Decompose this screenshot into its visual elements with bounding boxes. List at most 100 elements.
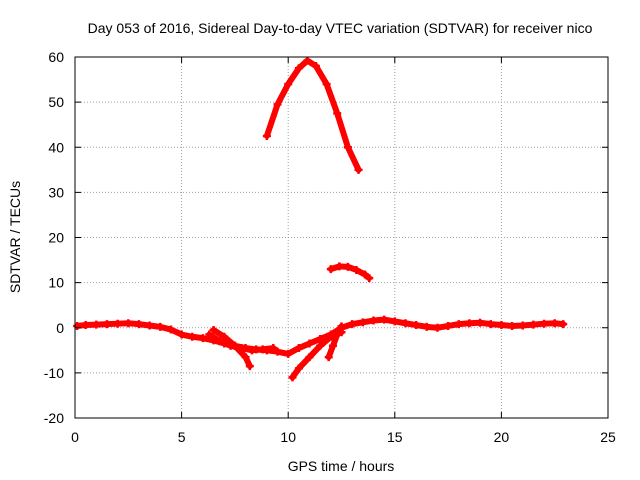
- data-point: [390, 317, 399, 326]
- y-tick-label: 50: [48, 94, 64, 110]
- data-point: [113, 319, 122, 328]
- data-point: [529, 320, 538, 329]
- data-point: [550, 319, 559, 328]
- data-point: [444, 321, 453, 330]
- data-point: [316, 341, 325, 350]
- data-point: [303, 56, 312, 65]
- data-point: [288, 373, 297, 382]
- data-point: [324, 353, 333, 362]
- data-point: [81, 321, 90, 330]
- data-point: [335, 262, 344, 271]
- y-tick-label: -20: [44, 410, 64, 426]
- data-point: [337, 322, 346, 331]
- data-point: [326, 265, 335, 274]
- data-point: [226, 341, 235, 350]
- series-arc-b: [205, 330, 278, 355]
- chart-title: Day 053 of 2016, Sidereal Day-to-day VTE…: [88, 20, 593, 36]
- x-tick-label: 5: [178, 429, 186, 445]
- data-point: [177, 330, 186, 339]
- data-point: [145, 321, 154, 330]
- data-point: [497, 321, 506, 330]
- data-point: [311, 62, 320, 71]
- x-tick-label: 15: [387, 429, 403, 445]
- x-axis-label: GPS time / hours: [288, 458, 395, 474]
- data-point: [559, 320, 568, 329]
- data-point: [198, 334, 207, 343]
- data-point: [322, 80, 331, 89]
- data-point: [73, 321, 82, 330]
- ticks: 0 5 10 15 20 25 -20 -10 0 10 20 30 40 50 60: [44, 49, 616, 445]
- data-point: [348, 320, 357, 329]
- data-point: [401, 319, 410, 328]
- data-layer: [73, 56, 568, 382]
- data-point: [369, 316, 378, 325]
- y-tick-label: 10: [48, 275, 64, 291]
- x-tick-label: 10: [280, 429, 296, 445]
- data-point: [328, 341, 337, 350]
- data-point: [354, 165, 363, 174]
- data-point: [134, 320, 143, 329]
- data-point: [422, 322, 431, 331]
- data-point: [365, 274, 374, 283]
- data-point: [273, 100, 282, 109]
- data-point: [333, 330, 342, 339]
- data-point: [360, 270, 369, 279]
- data-point: [294, 364, 303, 373]
- data-point: [245, 362, 254, 371]
- data-point: [294, 64, 303, 73]
- series-peak-arc: [262, 56, 363, 174]
- x-tick-label: 25: [600, 429, 616, 445]
- data-point: [166, 325, 175, 334]
- series-short-arc: [326, 262, 374, 283]
- data-point: [237, 344, 246, 353]
- data-point: [220, 332, 229, 341]
- data-point: [188, 332, 197, 341]
- data-point: [269, 344, 278, 353]
- data-point: [294, 344, 303, 353]
- series-line: [325, 323, 345, 361]
- data-point: [380, 315, 389, 324]
- data-point: [258, 345, 267, 354]
- data-point: [305, 353, 314, 362]
- data-point: [358, 318, 367, 327]
- data-point: [465, 319, 474, 328]
- data-point: [284, 80, 293, 89]
- data-point: [540, 319, 549, 328]
- data-point: [209, 326, 218, 335]
- data-point: [333, 109, 342, 118]
- data-point: [262, 131, 271, 140]
- data-point: [205, 330, 214, 339]
- series-line: [263, 57, 362, 173]
- data-point: [156, 322, 165, 331]
- data-point: [273, 347, 282, 356]
- data-point: [284, 349, 293, 358]
- data-point: [486, 320, 495, 329]
- x-tick-label: 20: [494, 429, 510, 445]
- y-tick-label: 0: [56, 320, 64, 336]
- y-tick-label: -10: [44, 365, 64, 381]
- data-point: [433, 323, 442, 332]
- y-axis-label: SDTVAR / TECUs: [7, 181, 23, 293]
- data-point: [343, 262, 352, 271]
- data-point: [343, 143, 352, 152]
- data-point: [102, 320, 111, 329]
- grid: [75, 57, 608, 418]
- data-point: [92, 320, 101, 329]
- data-point: [454, 320, 463, 329]
- x-tick-label: 0: [71, 429, 79, 445]
- data-point: [305, 339, 314, 348]
- series-arc-c: [288, 328, 346, 382]
- data-point: [476, 318, 485, 327]
- data-point: [412, 321, 421, 330]
- y-tick-label: 40: [48, 139, 64, 155]
- y-tick-label: 60: [48, 49, 64, 65]
- data-point: [124, 319, 133, 328]
- data-point: [518, 321, 527, 330]
- y-tick-label: 30: [48, 184, 64, 200]
- data-point: [247, 346, 256, 355]
- data-point: [316, 335, 325, 344]
- y-tick-label: 20: [48, 230, 64, 246]
- data-point: [508, 321, 517, 330]
